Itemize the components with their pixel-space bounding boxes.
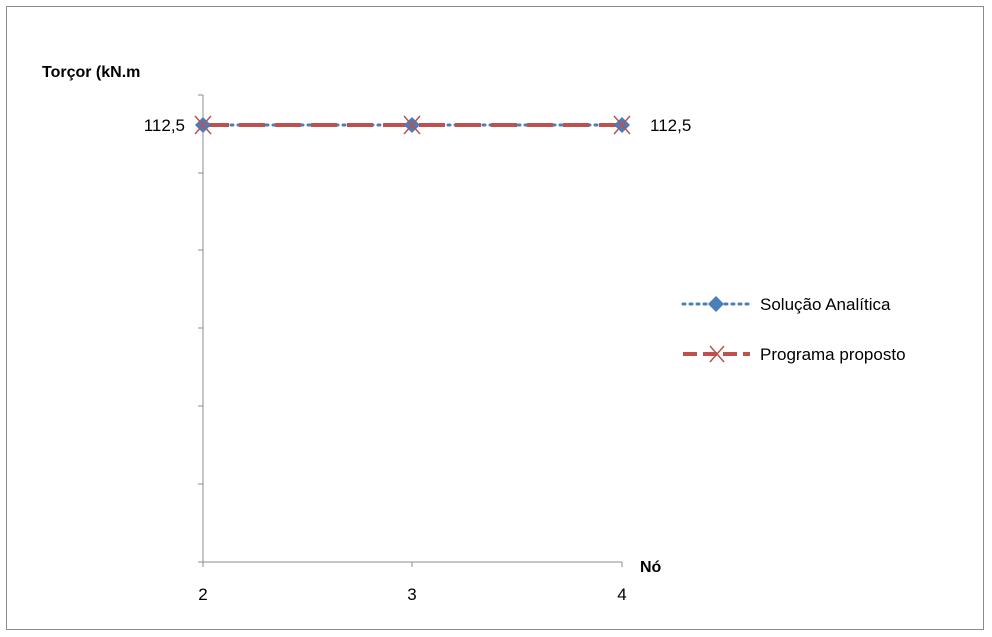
y-axis-title: Torçor (kN.m: [42, 64, 140, 81]
x-tick-label: 3: [407, 585, 416, 604]
x-marker-stroke: [403, 115, 421, 135]
legend-label-programa: Programa proposto: [760, 345, 906, 364]
legend-label-analitica: Solução Analítica: [760, 295, 891, 314]
data-point-programa: [403, 115, 421, 135]
x-marker-stroke: [194, 115, 212, 135]
x-tick-label: 2: [198, 585, 207, 604]
legend: Solução Analítica Programa proposto: [681, 295, 906, 364]
x-tick-label: 4: [617, 585, 626, 604]
data-point-programa: [613, 115, 631, 135]
y-ticks: [198, 94, 203, 563]
legend-item-programa: Programa proposto: [683, 345, 906, 364]
x-axis-title: Nó: [640, 559, 662, 576]
data-point-programa: [194, 115, 212, 135]
legend-x-marker-b: [709, 345, 725, 363]
series-layer: [194, 115, 631, 135]
y-tick-label: 112,5: [144, 116, 185, 135]
data-label-right: 112,5: [650, 116, 691, 135]
legend-diamond-marker: [708, 296, 724, 312]
x-marker-stroke: [613, 115, 631, 135]
x-ticks: 2 3 4: [198, 562, 627, 604]
legend-item-analitica: Solução Analítica: [681, 295, 891, 314]
chart-frame: [6, 6, 984, 630]
